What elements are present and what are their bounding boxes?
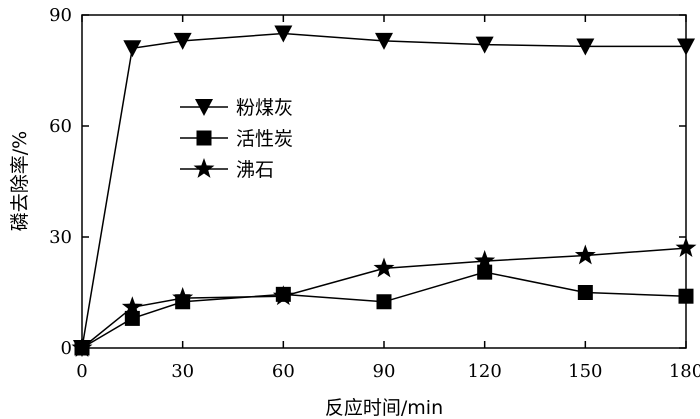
data-point-1 <box>375 32 393 50</box>
data-point-3 <box>121 296 143 317</box>
data-point-1 <box>576 38 595 56</box>
data-point-2 <box>577 285 593 300</box>
axis-ticks: 0 30 60 90 120 150 180 0 30 60 90 <box>49 5 700 382</box>
x-tick-label: 150 <box>568 361 602 382</box>
series-line-1 <box>81 32 686 349</box>
legend-label: 活性炭 <box>236 128 293 150</box>
y-tick-label: 0 <box>61 338 72 359</box>
data-point-2 <box>477 264 493 280</box>
x-tick-label: 180 <box>669 361 700 382</box>
y-tick-label: 30 <box>49 227 72 248</box>
legend-marker <box>193 158 215 178</box>
series-line-3 <box>81 247 687 349</box>
legend-label: 沸石 <box>236 159 274 181</box>
data-point-3 <box>71 337 93 357</box>
data-point-3 <box>272 285 294 306</box>
x-tick-label: 60 <box>272 361 295 382</box>
series-layer <box>71 25 697 357</box>
data-point-1 <box>475 36 494 54</box>
data-point-1 <box>123 40 142 58</box>
y-tick-label: 90 <box>49 5 72 26</box>
data-point-1 <box>173 32 192 50</box>
x-tick-label: 90 <box>373 361 396 382</box>
x-tick-label: 0 <box>76 361 87 382</box>
data-point-3 <box>474 250 496 270</box>
x-tick-label: 120 <box>467 361 501 382</box>
data-point-3 <box>172 287 194 307</box>
legend-marker <box>195 99 213 116</box>
data-point-2 <box>124 310 140 326</box>
x-tick-label: 30 <box>171 361 194 382</box>
data-point-2 <box>376 294 392 310</box>
data-point-3 <box>675 237 697 257</box>
data-point-3 <box>574 244 596 265</box>
y-axis-title: 磷去除率/% <box>9 131 31 231</box>
data-point-1 <box>274 25 293 43</box>
legend-label: 粉煤灰 <box>236 97 293 119</box>
y-tick-label: 60 <box>49 116 72 137</box>
data-point-3 <box>373 257 395 278</box>
data-point-2 <box>678 288 694 304</box>
x-axis-title: 反应时间/min <box>325 397 443 419</box>
data-point-1 <box>677 38 695 56</box>
legend-marker <box>196 130 212 146</box>
series-line-2 <box>81 271 687 349</box>
